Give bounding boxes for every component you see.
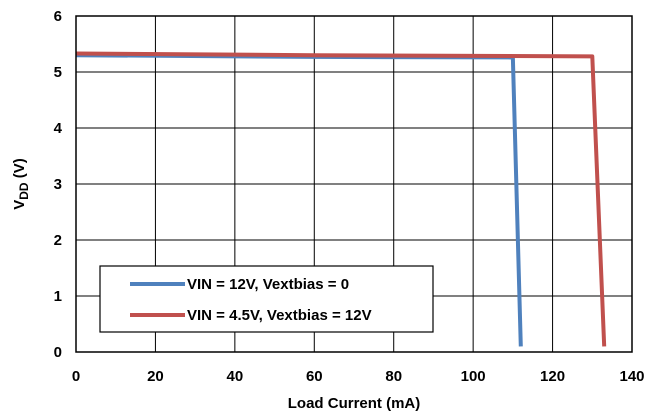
x-tick-labels: 0 20 40 60 80 100 120 140 — [72, 368, 645, 385]
x-tick-label: 80 — [385, 368, 402, 385]
y-axis-label-sub: DD — [17, 182, 31, 200]
y-axis-label-unit: (V) — [11, 158, 28, 182]
y-axis-label: VDD (V) — [11, 158, 31, 210]
x-tick-label: 120 — [540, 368, 565, 385]
y-tick-label: 4 — [54, 120, 63, 137]
y-tick-label: 0 — [54, 344, 62, 361]
x-tick-label: 20 — [147, 368, 164, 385]
x-tick-label: 0 — [72, 368, 80, 385]
x-tick-label: 60 — [306, 368, 323, 385]
x-tick-label: 40 — [227, 368, 244, 385]
x-axis-label: Load Current (mA) — [288, 395, 421, 412]
legend: VIN = 12V, Vextbias = 0 VIN = 4.5V, Vext… — [99, 265, 434, 333]
y-tick-label: 2 — [54, 232, 62, 249]
legend-label-1: VIN = 4.5V, Vextbias = 12V — [187, 307, 372, 324]
x-tick-label: 100 — [461, 368, 486, 385]
legend-label-0: VIN = 12V, Vextbias = 0 — [187, 276, 349, 293]
x-tick-label: 140 — [619, 368, 644, 385]
y-tick-label: 5 — [54, 64, 62, 81]
plot-border — [75, 15, 633, 353]
y-tick-labels: 0 1 2 3 4 5 6 — [54, 8, 63, 361]
y-tick-label: 1 — [54, 288, 62, 305]
series-layer — [75, 51, 607, 347]
y-tick-label: 3 — [54, 176, 62, 193]
y-tick-label: 6 — [54, 8, 62, 25]
legend-box — [99, 265, 434, 333]
series-line-1 — [75, 51, 607, 347]
y-axis-label-main: V — [11, 200, 28, 210]
